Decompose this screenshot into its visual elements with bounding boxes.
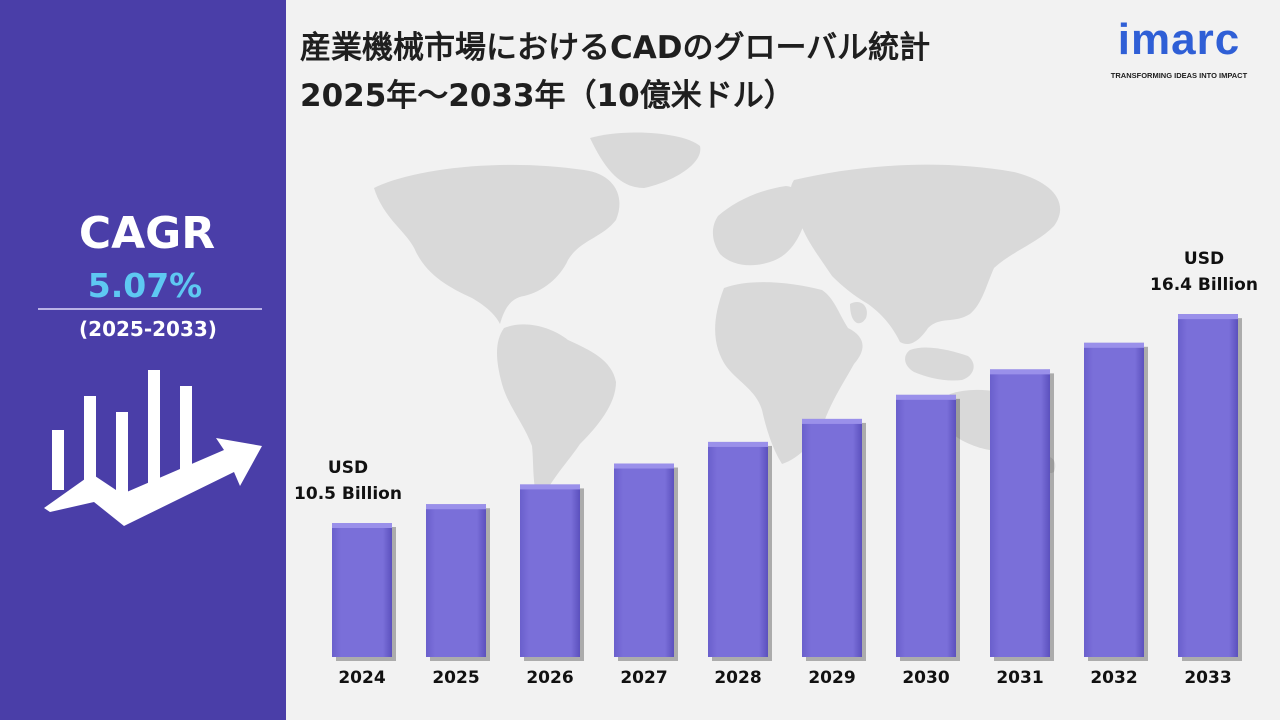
data-label: 16.4 Billion [1150, 275, 1258, 295]
cagr-value: 5.07% [87, 266, 203, 305]
x-tick-label: 2032 [1090, 668, 1137, 688]
bar-2031 [990, 369, 1050, 657]
x-tick-label: 2025 [432, 668, 479, 688]
bar-2032 [1084, 342, 1144, 657]
chart-title-line2: 2025年〜2033年（10億米ドル） [300, 78, 795, 114]
growth-chart-arrow-icon [44, 370, 262, 526]
bar-top-2026 [520, 484, 580, 490]
bar-2029 [802, 418, 862, 657]
world-map-icon [374, 132, 1061, 504]
bar-2026 [520, 484, 580, 657]
cagr-sidebar: CAGR 5.07% (2025-2033) [0, 0, 286, 720]
bar-2028 [708, 441, 768, 657]
bar-top-2027 [614, 463, 674, 469]
bar-2025 [426, 504, 486, 657]
x-tick-label: 2027 [620, 668, 667, 688]
bar-2024 [332, 523, 392, 657]
x-tick-label: 2031 [996, 668, 1043, 688]
x-tick-label: 2026 [526, 668, 573, 688]
cagr-label: CAGR [78, 208, 216, 259]
x-tick-label: 2030 [902, 668, 949, 688]
chart-title: 産業機械市場におけるCADのグローバル統計 2025年〜2033年（10億米ドル… [300, 28, 930, 124]
bar-2027 [614, 463, 674, 657]
cagr-divider [38, 308, 262, 310]
bar-top-2032 [1084, 342, 1144, 348]
data-label: USD [328, 458, 368, 478]
data-label: USD [1184, 249, 1224, 269]
x-tick-label: 2024 [338, 668, 385, 688]
bar-top-2033 [1178, 314, 1238, 320]
bar-2030 [896, 394, 956, 657]
bar-top-2029 [802, 418, 862, 424]
logo-wordmark: imarc [1117, 15, 1241, 64]
x-tick-label: 2033 [1184, 668, 1231, 688]
logo-tagline: TRANSFORMING IDEAS INTO IMPACT [1110, 71, 1248, 80]
cagr-period: (2025-2033) [79, 317, 217, 341]
chart-title-line1: 産業機械市場におけるCADのグローバル統計 [300, 30, 931, 66]
imarc-logo: imarc TRANSFORMING IDEAS INTO IMPACT [1094, 10, 1264, 90]
bar-top-2031 [990, 369, 1050, 375]
bar-2033 [1178, 314, 1238, 657]
bar-top-2025 [426, 504, 486, 510]
data-label: 10.5 Billion [294, 484, 402, 504]
x-tick-label: 2028 [714, 668, 761, 688]
bar-top-2024 [332, 523, 392, 528]
bar-top-2028 [708, 441, 768, 447]
bar-top-2030 [896, 394, 956, 400]
x-tick-label: 2029 [808, 668, 855, 688]
